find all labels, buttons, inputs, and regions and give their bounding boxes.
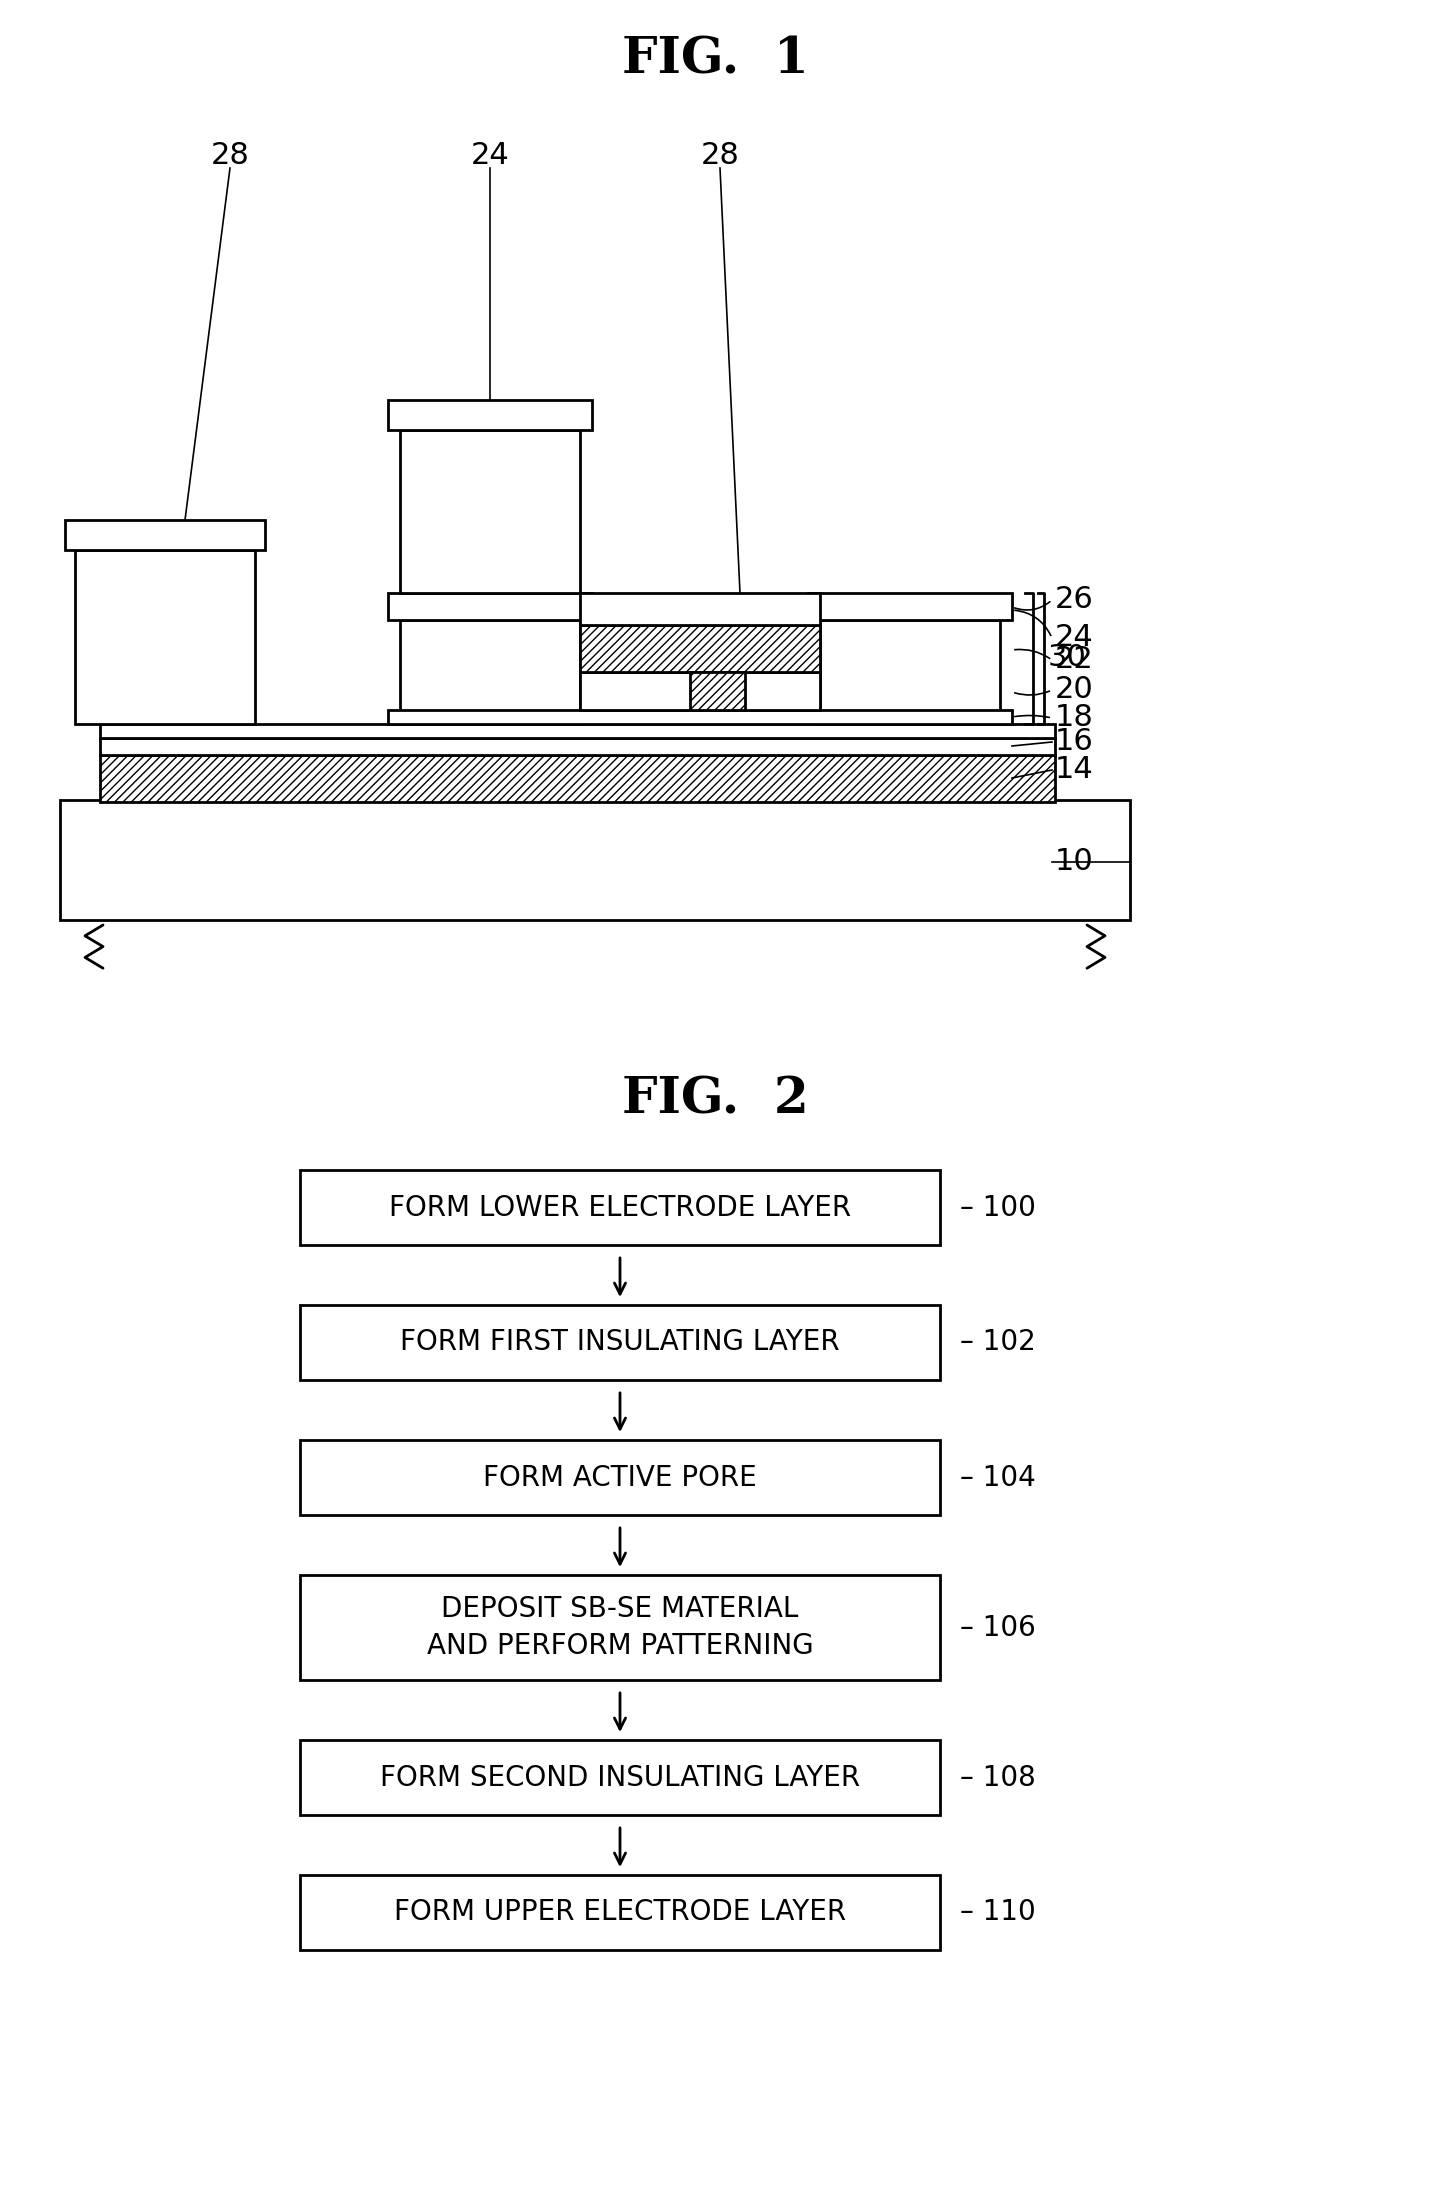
Text: 14: 14 bbox=[1055, 756, 1094, 784]
Text: 24: 24 bbox=[470, 141, 509, 170]
Text: 10: 10 bbox=[1055, 848, 1094, 877]
Bar bbox=[300, 1875, 940, 1950]
Bar bbox=[300, 1575, 940, 1681]
Bar bbox=[60, 800, 1130, 921]
Bar bbox=[74, 551, 255, 725]
Text: – 106: – 106 bbox=[960, 1613, 1035, 1641]
Bar bbox=[100, 738, 1055, 756]
Bar bbox=[300, 1304, 940, 1379]
Text: 22: 22 bbox=[1055, 645, 1094, 674]
Bar bbox=[100, 756, 1055, 802]
Bar bbox=[819, 619, 1000, 725]
Text: – 102: – 102 bbox=[960, 1328, 1035, 1357]
Text: FIG.  2: FIG. 2 bbox=[622, 1075, 808, 1124]
Text: – 110: – 110 bbox=[960, 1899, 1035, 1925]
Text: 20: 20 bbox=[1055, 676, 1094, 705]
Text: FORM UPPER ELECTRODE LAYER: FORM UPPER ELECTRODE LAYER bbox=[393, 1899, 847, 1925]
Text: 28: 28 bbox=[701, 141, 739, 170]
Text: DEPOSIT SB-SE MATERIAL
AND PERFORM PATTERNING: DEPOSIT SB-SE MATERIAL AND PERFORM PATTE… bbox=[426, 1595, 814, 1659]
Text: FORM ACTIVE PORE: FORM ACTIVE PORE bbox=[483, 1463, 756, 1491]
Bar bbox=[581, 626, 819, 672]
Bar bbox=[400, 619, 581, 725]
Bar bbox=[388, 709, 1012, 725]
Text: – 100: – 100 bbox=[960, 1194, 1035, 1220]
Bar bbox=[581, 593, 819, 626]
Text: 18: 18 bbox=[1055, 703, 1094, 734]
Bar bbox=[300, 1170, 940, 1245]
Bar bbox=[300, 1740, 940, 1815]
Bar bbox=[300, 1441, 940, 1516]
Bar bbox=[388, 401, 592, 430]
Bar bbox=[691, 672, 745, 709]
Bar bbox=[388, 593, 592, 619]
Text: 16: 16 bbox=[1055, 727, 1094, 756]
Bar bbox=[100, 725, 1055, 738]
Text: 24: 24 bbox=[1055, 623, 1094, 652]
Text: FIG.  1: FIG. 1 bbox=[622, 35, 808, 84]
Bar bbox=[808, 593, 1012, 619]
Text: FORM LOWER ELECTRODE LAYER: FORM LOWER ELECTRODE LAYER bbox=[389, 1194, 851, 1220]
Text: – 108: – 108 bbox=[960, 1762, 1035, 1791]
Text: 30: 30 bbox=[1048, 643, 1087, 672]
Text: – 104: – 104 bbox=[960, 1463, 1035, 1491]
Bar bbox=[581, 672, 819, 709]
Text: FORM SECOND INSULATING LAYER: FORM SECOND INSULATING LAYER bbox=[380, 1762, 859, 1791]
Text: 26: 26 bbox=[1055, 586, 1094, 615]
Bar bbox=[64, 520, 265, 551]
Text: FORM FIRST INSULATING LAYER: FORM FIRST INSULATING LAYER bbox=[400, 1328, 839, 1357]
Text: 28: 28 bbox=[210, 141, 249, 170]
Bar bbox=[400, 430, 581, 593]
